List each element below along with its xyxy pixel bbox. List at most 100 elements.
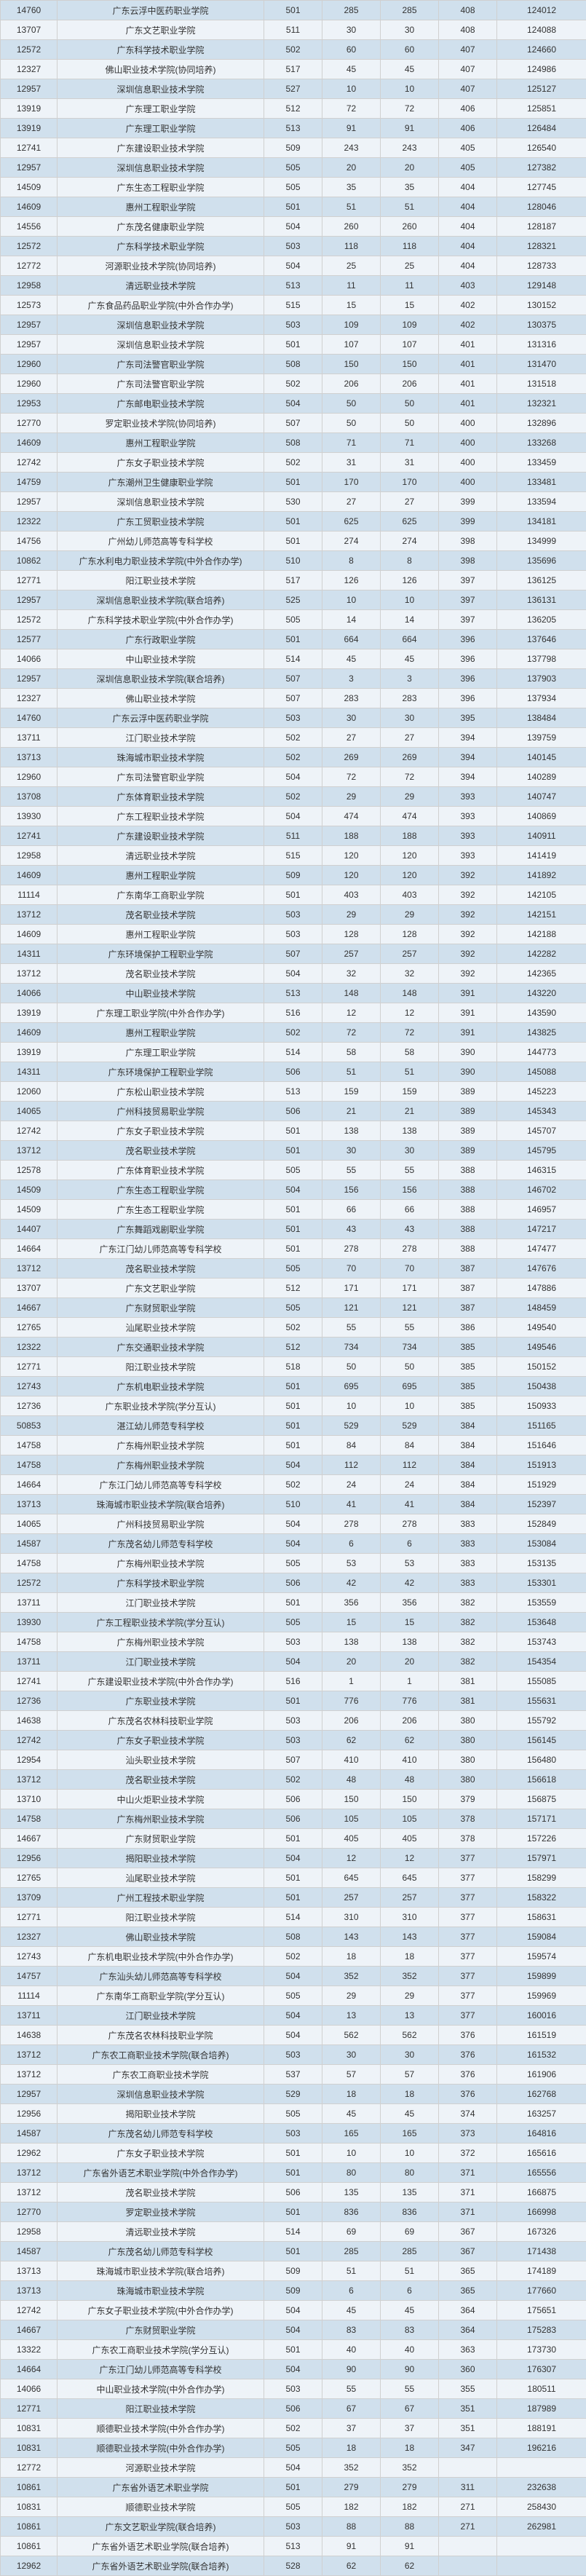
table-cell: 11 xyxy=(381,276,439,296)
table-row: 14066中山职业技术学院513148148391143220 xyxy=(1,984,586,1003)
table-cell: 285 xyxy=(322,1,381,20)
table-row: 12954汕头职业技术学院507410410380156480 xyxy=(1,1750,586,1770)
table-cell: 69 xyxy=(381,2222,439,2242)
table-cell: 385 xyxy=(439,1357,497,1377)
table-cell: 12962 xyxy=(1,2144,58,2163)
table-cell: 深圳信息职业技术学院 xyxy=(58,335,264,355)
table-cell: 13712 xyxy=(1,905,58,925)
table-cell: 513 xyxy=(264,276,322,296)
table-cell: 142365 xyxy=(497,964,586,984)
table-cell: 142188 xyxy=(497,925,586,944)
table-cell: 广东茂名农林科技职业学院 xyxy=(58,1711,264,1731)
table-cell: 10831 xyxy=(1,2438,58,2458)
table-cell: 130152 xyxy=(497,296,586,315)
table-cell: 20 xyxy=(322,158,381,178)
table-cell: 501 xyxy=(264,2340,322,2360)
table-cell: 502 xyxy=(264,40,322,60)
table-cell: 392 xyxy=(439,866,497,885)
table-cell: 383 xyxy=(439,1514,497,1534)
table-cell: 364 xyxy=(439,2301,497,2320)
table-cell: 145343 xyxy=(497,1102,586,1121)
table-cell: 151646 xyxy=(497,1436,586,1455)
table-cell: 12743 xyxy=(1,1377,58,1396)
table-cell: 珠海城市职业技术学院(联合培养) xyxy=(58,1495,264,1514)
table-cell: 151165 xyxy=(497,1416,586,1436)
table-cell: 揭阳职业技术学院 xyxy=(58,2104,264,2124)
table-cell: 501 xyxy=(264,1829,322,1849)
table-cell: 广东司法警官职业学院 xyxy=(58,355,264,374)
table-row: 14758广东梅州职业技术学院503138138382153743 xyxy=(1,1632,586,1652)
table-cell: 12954 xyxy=(1,1750,58,1770)
table-row: 13712茂名职业技术学院5032929392142151 xyxy=(1,905,586,925)
table-cell: 29 xyxy=(381,787,439,807)
table-cell: 120 xyxy=(381,866,439,885)
table-cell: 504 xyxy=(264,1180,322,1200)
table-row: 14760广东云浮中医药职业学院5033030395138484 xyxy=(1,708,586,728)
table-cell: 502 xyxy=(264,1947,322,1967)
table-cell: 161906 xyxy=(497,2065,586,2085)
table-cell: 12770 xyxy=(1,414,58,433)
table-cell: 90 xyxy=(381,2360,439,2379)
table-cell: 广东职业技术学院 xyxy=(58,1691,264,1711)
table-cell: 144773 xyxy=(497,1043,586,1062)
table-cell: 376 xyxy=(439,2026,497,2045)
table-cell: 166875 xyxy=(497,2183,586,2202)
table-cell: 124088 xyxy=(497,20,586,40)
table-cell: 410 xyxy=(322,1750,381,1770)
table-cell: 378 xyxy=(439,1809,497,1829)
table-cell: 625 xyxy=(322,512,381,532)
table-cell: 513 xyxy=(264,2537,322,2556)
table-row: 14638广东茂名农林科技职业学院504562562376161519 xyxy=(1,2026,586,2045)
table-cell: 513 xyxy=(264,984,322,1003)
table-cell: 13713 xyxy=(1,2281,58,2301)
table-cell: 14667 xyxy=(1,1829,58,1849)
table-row: 14509广东生态工程职业学院504156156388146702 xyxy=(1,1180,586,1200)
table-cell: 145707 xyxy=(497,1121,586,1141)
table-cell: 504 xyxy=(264,807,322,826)
table-cell: 165616 xyxy=(497,2144,586,2163)
table-cell: 14587 xyxy=(1,2242,58,2261)
table-cell: 14311 xyxy=(1,1062,58,1082)
table-row: 14758广东梅州职业技术学院5055353383153135 xyxy=(1,1554,586,1573)
table-cell: 383 xyxy=(439,1554,497,1573)
table-cell: 525 xyxy=(264,590,322,610)
table-cell: 广东邮电职业技术学院 xyxy=(58,394,264,414)
table-cell: 13709 xyxy=(1,1888,58,1908)
table-cell: 12578 xyxy=(1,1161,58,1180)
table-cell: 29 xyxy=(322,787,381,807)
table-cell: 529 xyxy=(264,2085,322,2104)
table-cell: 372 xyxy=(439,2144,497,2163)
table-cell: 15 xyxy=(381,296,439,315)
table-cell: 513 xyxy=(264,1082,322,1102)
table-cell: 127382 xyxy=(497,158,586,178)
table-cell: 262981 xyxy=(497,2517,586,2537)
table-cell: 206 xyxy=(381,1711,439,1731)
table-cell: 388 xyxy=(439,1200,497,1220)
table-row: 13713珠海城市职业技术学院(联合培养)5095151365174189 xyxy=(1,2261,586,2281)
table-cell: 157971 xyxy=(497,1849,586,1868)
table-cell: 58 xyxy=(381,1043,439,1062)
table-cell: 155792 xyxy=(497,1711,586,1731)
table-cell: 380 xyxy=(439,1750,497,1770)
table-cell: 广东松山职业技术学院 xyxy=(58,1082,264,1102)
table-cell xyxy=(497,2458,586,2478)
table-cell xyxy=(439,2458,497,2478)
table-cell: 360 xyxy=(439,2360,497,2379)
table-cell: 12771 xyxy=(1,1908,58,1927)
table-cell: 12957 xyxy=(1,590,58,610)
table-cell: 18 xyxy=(381,1947,439,1967)
table-cell: 511 xyxy=(264,20,322,40)
table-cell: 271 xyxy=(439,2517,497,2537)
table-cell: 398 xyxy=(439,532,497,551)
table-cell: 505 xyxy=(264,178,322,197)
table-cell: 茂名职业技术学院 xyxy=(58,2183,264,2202)
table-cell: 503 xyxy=(264,2379,322,2399)
table-cell: 14760 xyxy=(1,1,58,20)
table-cell: 6 xyxy=(381,1534,439,1554)
table-cell: 141419 xyxy=(497,846,586,866)
table-row: 12957深圳信息职业技术学院503109109402130375 xyxy=(1,315,586,335)
table-cell: 165 xyxy=(322,2124,381,2144)
table-cell: 14407 xyxy=(1,1220,58,1239)
table-cell: 517 xyxy=(264,571,322,590)
table-cell: 391 xyxy=(439,984,497,1003)
